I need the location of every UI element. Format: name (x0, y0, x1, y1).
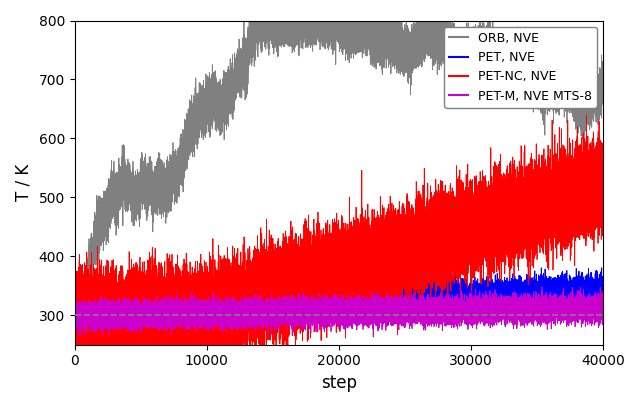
ORB, NVE (240, 18, 248, 23)
PET-M, NVE MTS-8 (227, 311, 235, 316)
ORB, NVE (71, 309, 79, 314)
PET, NVE (313, 296, 321, 301)
PET-NC, NVE (227, 298, 235, 303)
PET-M, NVE MTS-8 (599, 301, 607, 306)
ORB, NVE (407, 52, 415, 57)
PET-M, NVE MTS-8 (407, 317, 415, 322)
PET-NC, NVE (313, 304, 321, 309)
PET-M, NVE MTS-8 (369, 335, 377, 339)
PET, NVE (227, 314, 235, 319)
X-axis label: step: step (321, 374, 357, 392)
ORB, NVE (227, 70, 235, 75)
PET-M, NVE MTS-8 (538, 284, 546, 289)
PET, NVE (538, 265, 545, 270)
PET-M, NVE MTS-8 (100, 314, 108, 319)
PET, NVE (407, 293, 415, 298)
PET, NVE (109, 335, 117, 340)
PET-NC, NVE (344, 272, 351, 277)
ORB, NVE (100, 214, 108, 219)
PET, NVE (100, 311, 108, 316)
PET-M, NVE MTS-8 (313, 308, 321, 313)
PET-NC, NVE (98, 395, 106, 400)
PET, NVE (599, 293, 607, 298)
Legend: ORB, NVE, PET, NVE, PET-NC, NVE, PET-M, NVE MTS-8: ORB, NVE, PET, NVE, PET-NC, NVE, PET-M, … (444, 27, 597, 107)
PET-NC, NVE (407, 243, 415, 247)
Y-axis label: T / K: T / K (15, 164, 33, 201)
PET-NC, NVE (599, 189, 607, 194)
Line: PET-NC, NVE: PET-NC, NVE (75, 116, 603, 398)
PET-M, NVE MTS-8 (71, 309, 79, 313)
Line: PET, NVE: PET, NVE (75, 268, 603, 338)
ORB, NVE (599, 79, 607, 84)
PET, NVE (71, 320, 79, 325)
PET, NVE (468, 299, 476, 304)
PET-NC, NVE (582, 113, 590, 118)
PET-M, NVE MTS-8 (468, 312, 476, 317)
PET-NC, NVE (100, 297, 108, 302)
PET-NC, NVE (468, 217, 476, 222)
PET-NC, NVE (71, 308, 79, 313)
ORB, NVE (468, 47, 476, 52)
ORB, NVE (344, 39, 351, 44)
PET, NVE (344, 304, 351, 309)
ORB, NVE (73, 342, 81, 347)
PET-M, NVE MTS-8 (344, 299, 351, 304)
Line: ORB, NVE: ORB, NVE (75, 20, 603, 345)
ORB, NVE (313, 18, 321, 23)
Line: PET-M, NVE MTS-8: PET-M, NVE MTS-8 (75, 287, 603, 337)
